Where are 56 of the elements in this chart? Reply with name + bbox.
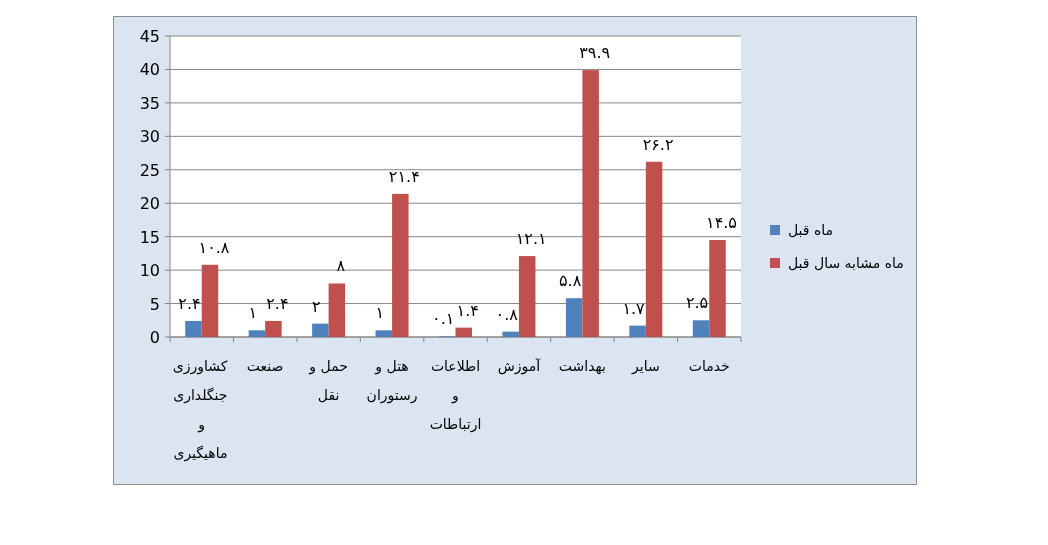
bar [392, 193, 409, 337]
bar [201, 264, 219, 337]
x-tick-label: کشاورزی جنگلداری و ماهیگیری [172, 357, 228, 464]
x-tick-label: حمل و نقل [307, 357, 349, 405]
data-label: ۲۶.۲ [642, 134, 674, 154]
x-tick-label: اطلاعات و ارتباطات [428, 357, 483, 435]
data-label: ۰.۱ [432, 309, 455, 329]
x-tick-label: صنعت [245, 357, 285, 376]
bar [709, 240, 726, 337]
x-tick-label: سایر [630, 357, 661, 376]
y-tick-label: 45 [139, 27, 160, 46]
data-label: ۳۹.۹ [579, 43, 611, 63]
bar [375, 330, 393, 337]
bar [565, 298, 583, 337]
data-label: ۰.۸ [495, 304, 519, 324]
bar [455, 327, 472, 337]
bar [692, 320, 710, 337]
data-label: ۱ [248, 303, 258, 323]
x-tick-label: هتل و رستوران [365, 357, 419, 406]
data-label: ۲.۵ [685, 293, 709, 313]
bar [312, 323, 329, 337]
y-tick-label: 30 [139, 127, 160, 147]
data-label: ۸ [336, 256, 346, 276]
legend-label: ماه قبل [788, 222, 834, 238]
y-tick-label: 15 [139, 227, 160, 247]
y-tick-label: 5 [149, 294, 160, 314]
bar [185, 320, 202, 337]
data-label: ۱۲.۱ [515, 229, 547, 249]
y-tick-label: 40 [139, 60, 160, 80]
data-label: ۲۱.۴ [388, 166, 420, 186]
data-label: ۲.۴ [178, 293, 201, 313]
bar [328, 283, 346, 337]
x-tick-label: خدمات [687, 357, 731, 376]
legend-label: ماه مشابه سال قبل [788, 255, 904, 271]
y-tick-label: 35 [139, 93, 160, 113]
y-tick-label: 10 [139, 261, 160, 281]
bar [502, 331, 519, 337]
bar [629, 325, 646, 337]
data-label: ۱.۴ [456, 300, 479, 320]
bar [518, 256, 536, 337]
bar [265, 320, 282, 337]
x-tick-label: آموزش [496, 357, 542, 377]
y-tick-label: 25 [139, 160, 160, 180]
y-tick-label: 0 [149, 328, 160, 347]
data-label: ۱۴.۵ [706, 213, 737, 233]
data-label: ۱ [375, 303, 385, 323]
y-tick-label: 20 [139, 194, 160, 214]
data-label: ۱۰.۸ [198, 237, 230, 257]
data-label: ۲.۴ [266, 293, 289, 313]
bar [248, 330, 266, 337]
data-label: ۵.۸ [559, 271, 582, 291]
bar [582, 70, 599, 337]
x-tick-label: بهداشت [557, 357, 607, 376]
bar [645, 161, 663, 337]
data-label: ۱.۷ [622, 298, 646, 318]
data-label: ۲ [312, 296, 321, 316]
